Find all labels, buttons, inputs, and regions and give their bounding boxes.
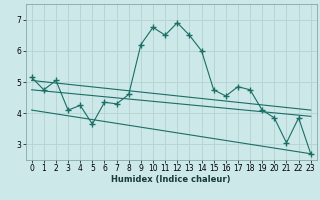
X-axis label: Humidex (Indice chaleur): Humidex (Indice chaleur): [111, 175, 231, 184]
